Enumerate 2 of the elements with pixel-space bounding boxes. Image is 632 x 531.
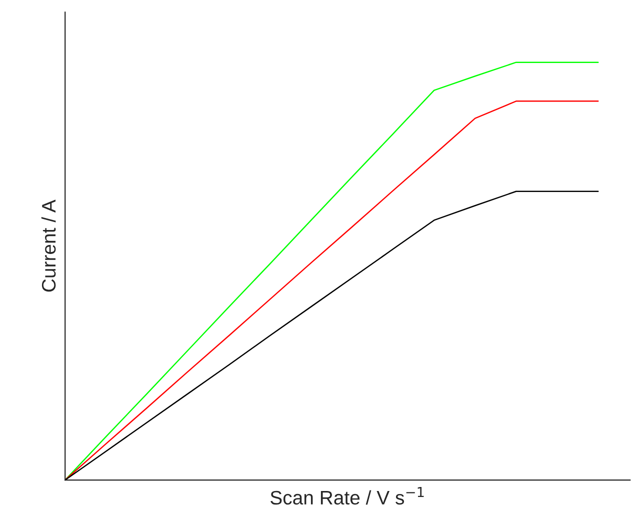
y-axis-title: Current / A [41, 200, 56, 292]
x-axis-title: Scan Rate / V s$^{−1}$ [270, 487, 424, 505]
